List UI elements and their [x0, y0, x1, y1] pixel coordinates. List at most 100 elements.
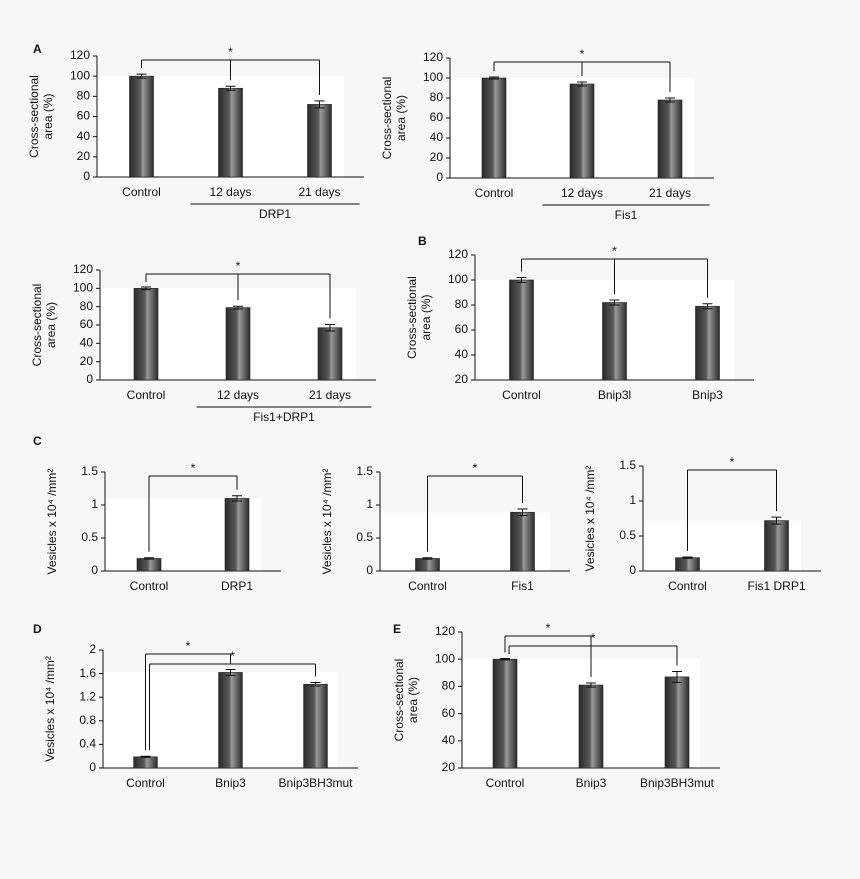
y-axis-label: Cross-sectional — [405, 276, 419, 359]
significance-bracket — [508, 645, 678, 666]
y-tick-label: 20 — [442, 760, 456, 774]
significance-label: * — [230, 649, 235, 663]
significance-label: * — [473, 461, 478, 475]
x-tick-label: Control — [122, 185, 161, 199]
panel: Cross-sectional area (%) 0 20 40 60 80 100 120 Co… — [380, 47, 714, 222]
panel: Vesicles x 10⁴ /mm² 0 0.5 1 1.5 Control Fis1 D… — [583, 455, 821, 593]
error-bar — [577, 81, 587, 87]
y-tick-label: 0 — [83, 169, 90, 183]
y-tick-label: 120 — [73, 262, 93, 276]
y-axis-label: Cross-sectional — [380, 77, 394, 160]
x-tick-label: 21 days — [309, 388, 351, 402]
significance-bracket — [521, 258, 708, 298]
error-bar — [140, 755, 151, 758]
error-bar — [609, 299, 620, 306]
y-tick-label: 60 — [80, 317, 94, 331]
y-axis-label: area (%) — [394, 95, 408, 141]
y-tick-label: 0.4 — [79, 737, 96, 751]
y-tick-label: 60 — [455, 322, 469, 336]
significance-label: * — [191, 461, 196, 475]
x-tick-label: 12 days — [561, 186, 603, 200]
significance-bracket — [504, 635, 592, 677]
bar — [415, 558, 440, 572]
y-tick-label: 60 — [442, 706, 456, 720]
y-axis-label: area (%) — [44, 302, 58, 348]
x-tick-label: 21 days — [649, 186, 691, 200]
bar — [578, 684, 604, 769]
y-tick-label: 1 — [91, 497, 98, 511]
significance-bracket — [493, 61, 671, 92]
panel: D Vesicles x 10⁴ /mm² 0 0.4 0.8 1.2 1.6 2 Contro… — [33, 622, 358, 790]
y-axis-label: Vesicles x 10⁴ /mm² — [320, 469, 334, 575]
y-axis-label: Cross-sectional — [27, 75, 41, 158]
y-tick-label: 80 — [442, 679, 456, 693]
bar — [218, 87, 243, 178]
y-tick-label: 80 — [455, 297, 469, 311]
panel-letter: A — [33, 42, 42, 56]
y-tick-label: 0 — [366, 563, 373, 577]
bar — [129, 75, 154, 178]
significance-label: * — [730, 455, 735, 469]
bar — [764, 520, 789, 572]
x-tick-label: Control — [126, 776, 165, 790]
error-bar — [225, 85, 236, 91]
y-tick-label: 40 — [80, 336, 94, 350]
x-tick-label: Control — [502, 388, 541, 402]
panel: C Vesicles x 10⁴ /mm² 0 0.5 1 1.5 Control DRP1 * — [33, 434, 281, 593]
bar — [481, 77, 507, 179]
error-bar — [225, 668, 236, 676]
y-tick-label: 100 — [70, 68, 90, 82]
y-tick-label: 0 — [86, 372, 93, 386]
error-bar — [136, 73, 147, 79]
panel-letter: B — [418, 234, 427, 248]
bar — [664, 676, 690, 769]
error-bar — [144, 557, 154, 560]
y-tick-label: 40 — [430, 130, 444, 144]
x-tick-label: Control — [408, 579, 447, 593]
significance-label: * — [228, 45, 233, 59]
bar — [317, 327, 343, 381]
bar — [695, 305, 720, 381]
x-tick-label: Bnip3l — [598, 388, 631, 402]
bar — [225, 307, 251, 381]
y-tick-label: 40 — [442, 733, 456, 747]
significance-bracket — [145, 273, 331, 319]
panel: E Cross-sectional area (%) 20 40 60 80 100 120 Co… — [392, 621, 720, 790]
y-tick-label: 100 — [73, 281, 93, 295]
y-tick-label: 0 — [436, 170, 443, 184]
error-bar — [422, 557, 433, 560]
y-tick-label: 0 — [91, 563, 98, 577]
error-bar — [702, 303, 713, 310]
y-tick-label: 80 — [430, 90, 444, 104]
y-tick-label: 2 — [89, 642, 96, 656]
y-tick-label: 80 — [77, 89, 91, 103]
x-tick-label: Bnip3BH3mut — [640, 776, 715, 790]
bar — [307, 104, 332, 178]
bar — [510, 511, 535, 572]
y-tick-label: 20 — [430, 150, 444, 164]
y-axis-label: area (%) — [41, 93, 55, 139]
y-tick-label: 120 — [435, 624, 455, 638]
y-axis-label: Vesicles x 10⁴ /mm² — [43, 656, 57, 762]
error-bar — [233, 305, 243, 310]
y-axis-label: area (%) — [406, 677, 420, 723]
bar — [657, 99, 683, 179]
y-tick-label: 120 — [448, 247, 468, 261]
y-tick-label: 0 — [629, 563, 636, 577]
bar — [133, 288, 159, 381]
y-tick-label: 1 — [366, 497, 373, 511]
x-tick-label: Bnip3 — [692, 388, 723, 402]
bar — [675, 557, 700, 572]
y-tick-label: 20 — [455, 372, 469, 386]
error-bar — [516, 277, 527, 283]
y-axis-label: area (%) — [419, 294, 433, 340]
y-axis-label: Cross-sectional — [30, 284, 44, 367]
y-tick-label: 1.6 — [79, 666, 96, 680]
error-bar — [489, 76, 499, 80]
panel: Cross-sectional area (%) 0 20 40 60 80 100 120 Co… — [30, 259, 376, 424]
x-tick-label: 21 days — [298, 185, 340, 199]
significance-label: * — [591, 631, 596, 645]
significance-bracket — [149, 663, 316, 751]
y-tick-label: 0.5 — [356, 530, 373, 544]
x-tick-label: Bnip3BH3mut — [278, 776, 353, 790]
